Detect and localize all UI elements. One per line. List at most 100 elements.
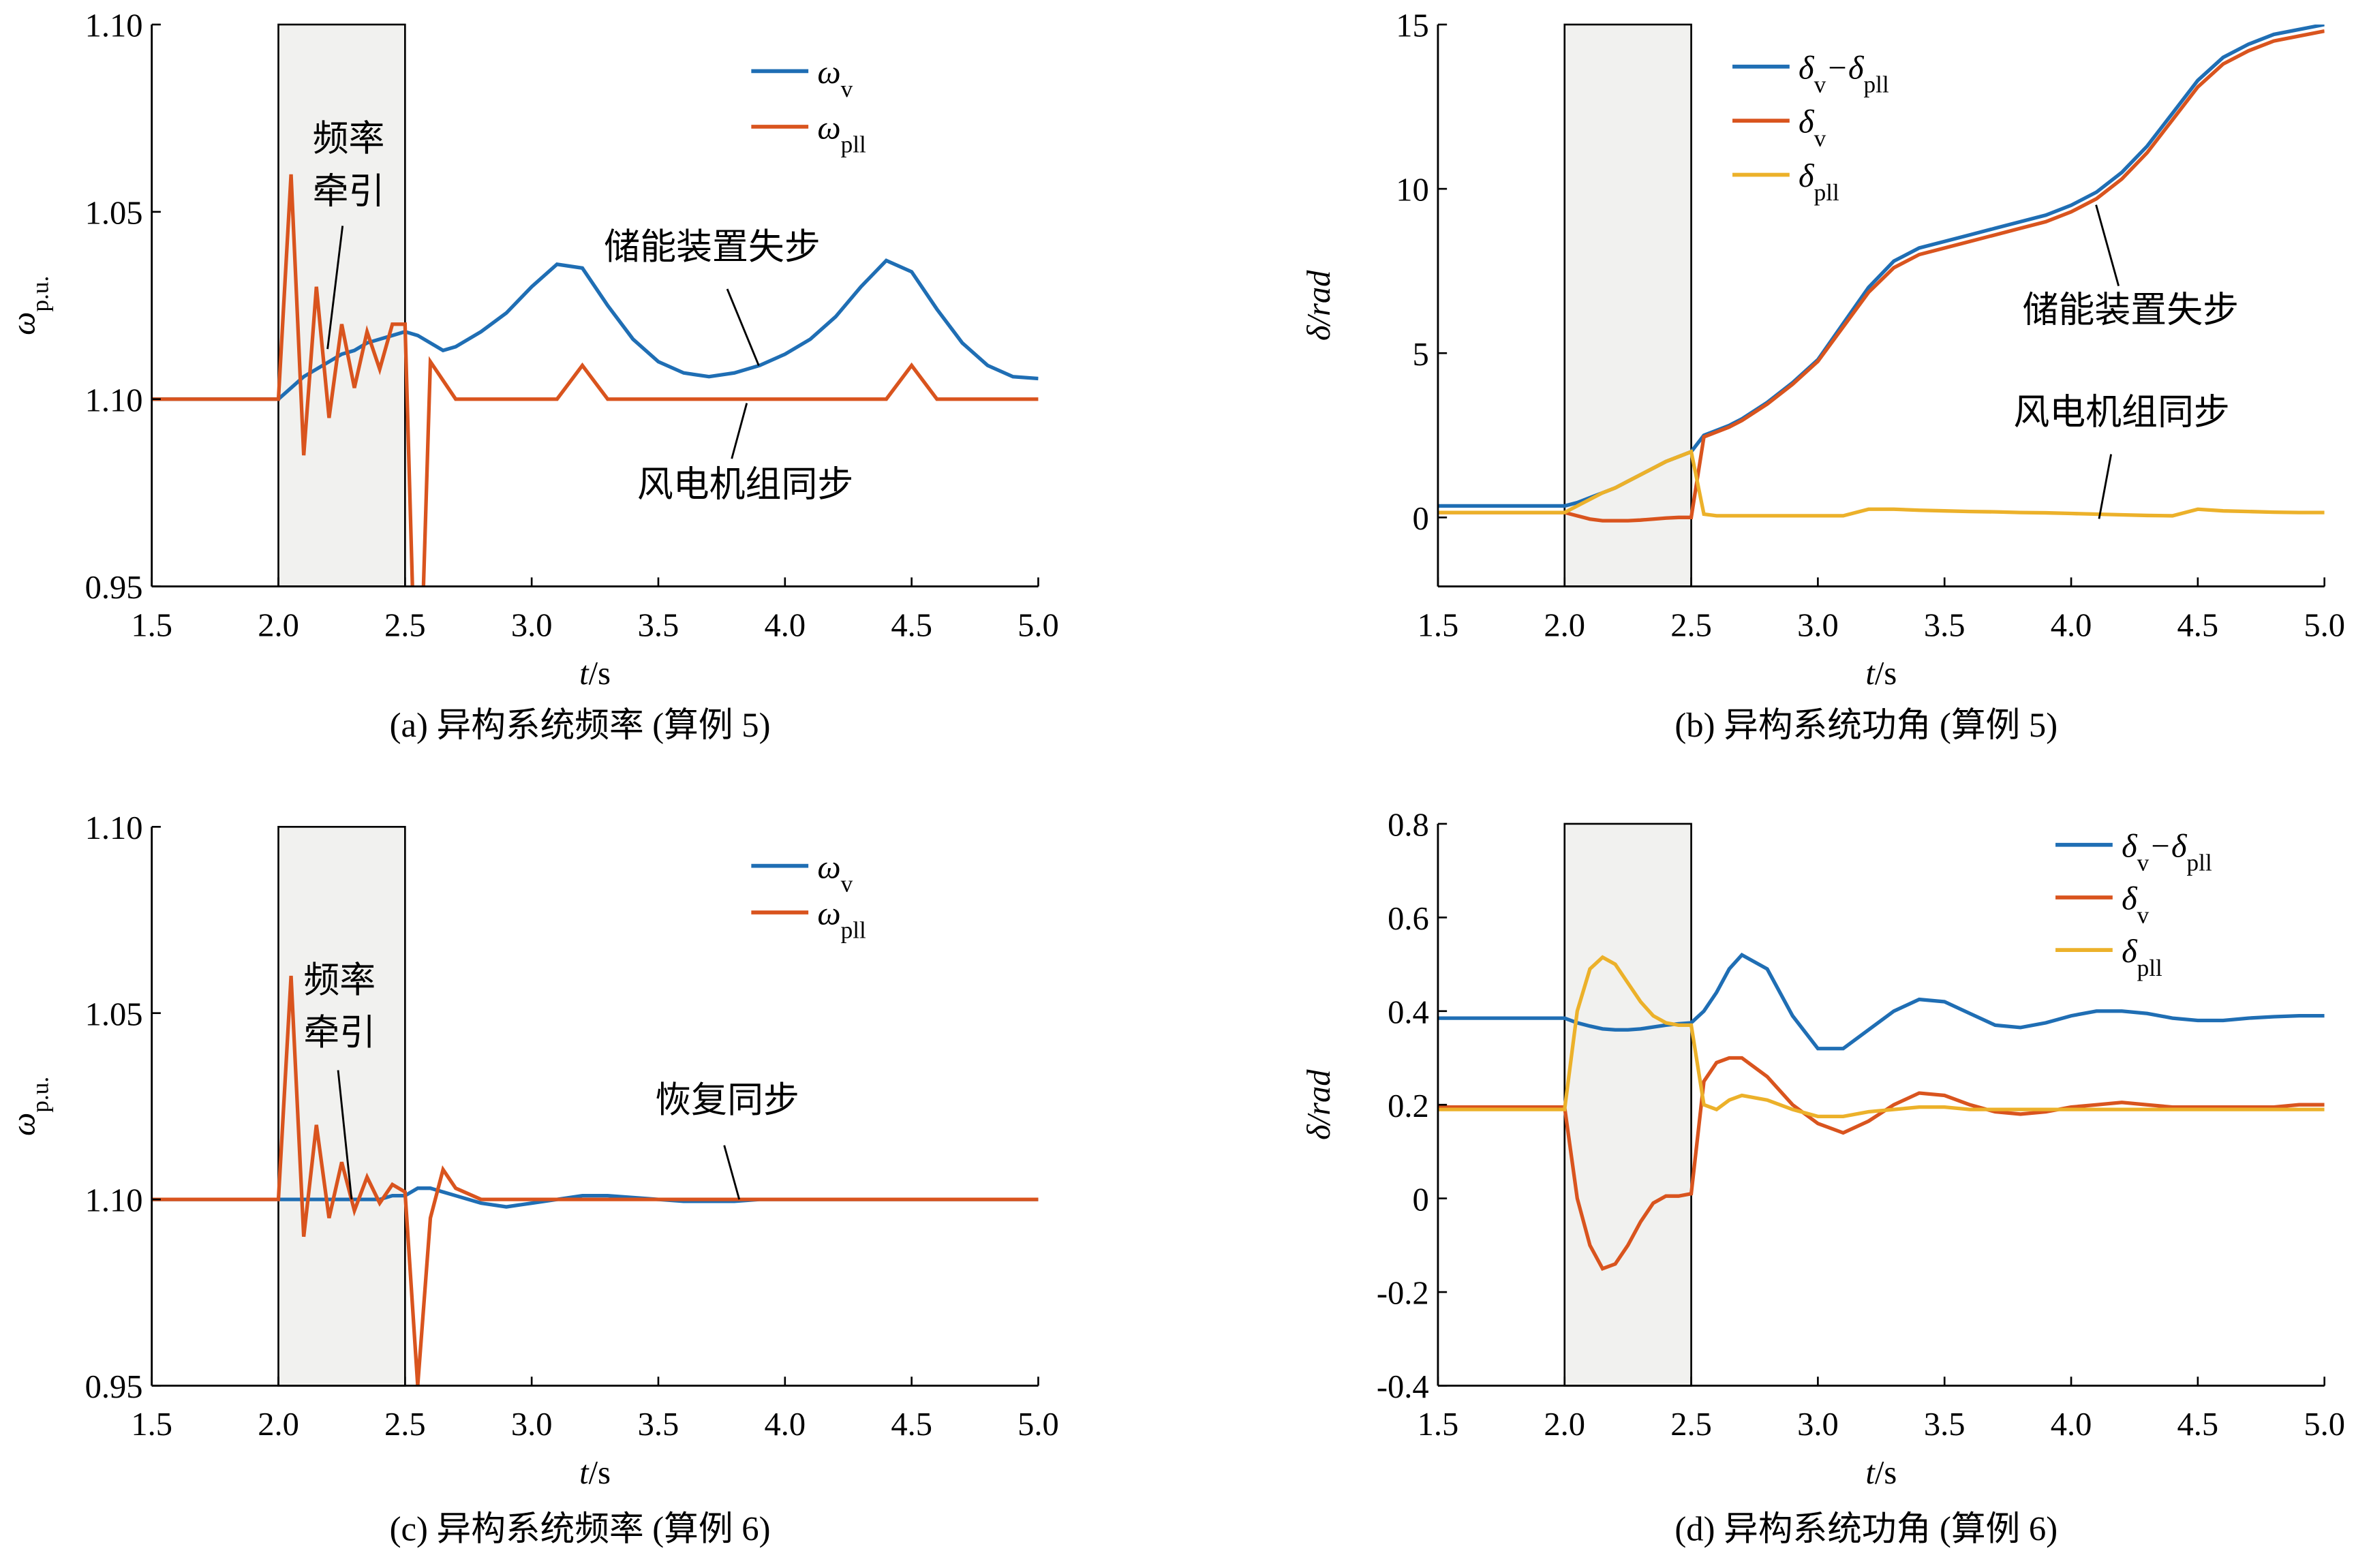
fault-span xyxy=(277,23,406,587)
y-tick-label: 10 xyxy=(1396,172,1429,209)
annotation-leader xyxy=(731,403,748,459)
legend-label: δv−δpll xyxy=(2122,828,2212,876)
caption: (d) 异构系统功角 (算例 6) xyxy=(1674,1510,2057,1548)
annotation: 牵引 xyxy=(313,170,385,212)
legend-label-part: δ xyxy=(2122,934,2138,970)
y-tick-label: 1.10 xyxy=(85,810,143,846)
legend-label-part: pll xyxy=(1864,71,1889,97)
x-axis-label-part: t xyxy=(1865,1455,1876,1491)
x-tick-label: 2.0 xyxy=(258,1406,299,1443)
x-tick-label: 5.0 xyxy=(2304,607,2345,643)
series-line xyxy=(1437,1056,2325,1271)
fault-span xyxy=(1563,23,1692,587)
x-axis-label: t/s xyxy=(1865,656,1897,692)
caption: (c) 异构系统频率 (算例 6) xyxy=(390,1510,771,1548)
y-axis-label-part: ω xyxy=(6,1113,42,1136)
annotation: 恢复同步 xyxy=(655,1079,799,1121)
y-axis-label: δ/rad xyxy=(1301,1069,1337,1140)
legend-label-part: v xyxy=(1814,71,1826,97)
x-tick-label: 2.0 xyxy=(1544,1406,1585,1443)
y-tick-label: 0.8 xyxy=(1388,808,1429,844)
series-line xyxy=(1437,29,2325,523)
legend-label-part: ω xyxy=(817,896,840,932)
x-tick-label: 2.5 xyxy=(384,1406,426,1443)
y-axis-label: ωp.u. xyxy=(6,276,54,335)
annotation-leader xyxy=(2095,204,2120,287)
x-tick-label: 2.0 xyxy=(258,607,299,643)
x-axis-label-part: /s xyxy=(1875,656,1897,692)
legend-label: ωv xyxy=(817,849,853,897)
x-tick-label: 1.5 xyxy=(1418,1406,1459,1443)
y-tick-label: 1.05 xyxy=(85,996,143,1032)
y-tick-label: 1.10 xyxy=(85,1183,143,1219)
annotation: 风电机组同步 xyxy=(637,463,853,505)
x-tick-label: 4.0 xyxy=(2051,607,2092,643)
legend-label-part: pll xyxy=(2187,849,2212,876)
legend-label: ωpll xyxy=(817,110,866,158)
x-axis-label-part: t xyxy=(579,1455,590,1491)
x-tick-label: 1.5 xyxy=(131,1406,172,1443)
x-tick-label: 4.0 xyxy=(764,1406,806,1443)
x-tick-label: 3.0 xyxy=(1797,1406,1839,1443)
x-tick-label: 3.0 xyxy=(511,607,553,643)
legend-label-part: v xyxy=(841,75,853,102)
annotation-leader xyxy=(337,1070,353,1200)
series-line xyxy=(1437,955,2325,1119)
y-tick-label: 0.2 xyxy=(1388,1088,1429,1124)
y-tick-label: 0 xyxy=(1412,501,1428,537)
caption: (a) 异构系统频率 (算例 5) xyxy=(390,706,771,744)
legend-label: δpll xyxy=(2122,934,2162,981)
legend-label-part: pll xyxy=(1814,179,1839,206)
legend-label-part: ω xyxy=(817,849,840,885)
y-axis-label-part: δ/rad xyxy=(1301,270,1337,341)
x-axis-label-part: /s xyxy=(1875,1455,1897,1491)
x-tick-label: 4.5 xyxy=(891,1406,932,1443)
legend-label: δpll xyxy=(1799,158,1839,206)
legend-label-part: −δ xyxy=(1826,50,1865,86)
x-tick-label: 4.5 xyxy=(2177,1406,2219,1443)
x-axis-label: t/s xyxy=(579,656,611,692)
y-tick-label: -0.4 xyxy=(1377,1369,1429,1405)
annotation: 储能装置失步 xyxy=(2023,290,2239,331)
legend-label: δv xyxy=(1799,104,1826,152)
y-tick-label: 0 xyxy=(1412,1182,1428,1218)
y-tick-label: 1.05 xyxy=(85,196,143,232)
y-tick-label: 1.10 xyxy=(85,382,143,418)
legend-label: ωpll xyxy=(817,896,866,944)
x-axis-label-part: /s xyxy=(589,656,611,692)
y-tick-label: 0.95 xyxy=(85,570,143,606)
annotation: 风电机组同步 xyxy=(2013,391,2229,433)
x-tick-label: 2.5 xyxy=(1670,607,1712,643)
y-axis-label: ωp.u. xyxy=(6,1077,53,1136)
x-axis-label: t/s xyxy=(579,1455,611,1491)
x-tick-label: 3.5 xyxy=(638,607,679,643)
x-tick-label: 2.0 xyxy=(1544,607,1585,643)
y-tick-label: 1.10 xyxy=(85,8,143,44)
x-tick-label: 3.5 xyxy=(1924,1406,1965,1443)
legend-label: ωv xyxy=(817,55,853,102)
y-tick-label: 0.4 xyxy=(1388,994,1429,1030)
annotation-leader xyxy=(723,1145,741,1200)
y-axis-label-part: δ/rad xyxy=(1301,1069,1337,1140)
series-line xyxy=(1437,952,2325,1051)
y-tick-label: 5 xyxy=(1412,337,1428,373)
caption: (b) 异构系统功角 (算例 5) xyxy=(1674,706,2057,744)
legend-label-part: δ xyxy=(1799,50,1815,86)
fault-span xyxy=(1563,823,1692,1387)
legend-label-part: δ xyxy=(1799,104,1815,140)
annotation: 储能装置失步 xyxy=(604,226,820,268)
legend-label-part: v xyxy=(841,870,853,897)
x-tick-label: 5.0 xyxy=(2304,1406,2345,1443)
annotation-leader xyxy=(326,226,344,350)
legend-label-part: δ xyxy=(2122,881,2138,917)
legend-label-part: ω xyxy=(817,55,840,91)
x-axis-label-part: /s xyxy=(589,1455,611,1491)
annotation-leader xyxy=(2098,454,2113,519)
annotation-leader xyxy=(726,288,760,367)
x-axis-label-part: t xyxy=(579,656,590,692)
legend-label-part: v xyxy=(2137,849,2150,876)
x-tick-label: 2.5 xyxy=(384,607,426,643)
x-tick-label: 4.5 xyxy=(2177,607,2219,643)
y-axis-label: δ/rad xyxy=(1301,270,1337,341)
